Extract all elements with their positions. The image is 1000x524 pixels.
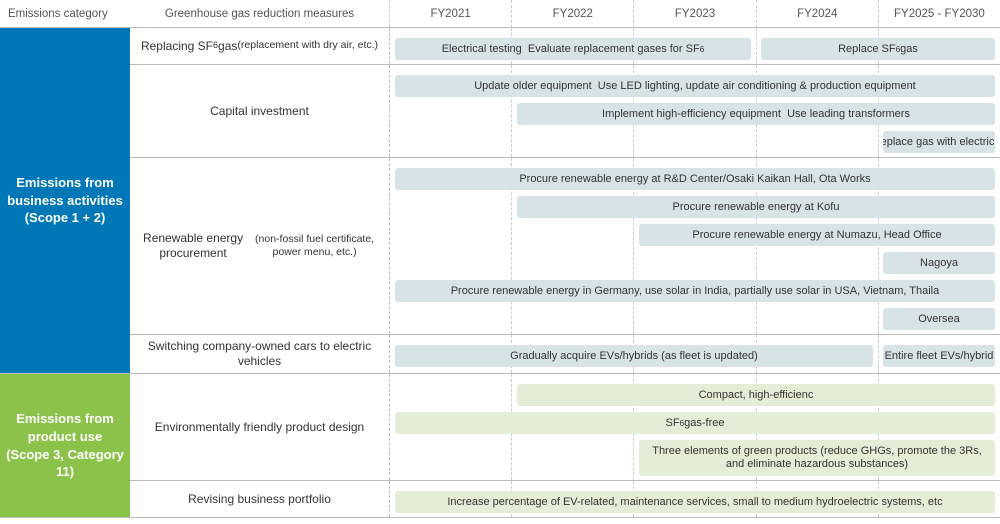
bar-row: Gradually acquire EVs/hybrids (as fleet …	[390, 339, 1000, 367]
measure-row: Environmentally friendly product designC…	[130, 374, 1000, 480]
measure-timeline: Electrical testing Evaluate replacement …	[390, 28, 1000, 64]
header-measures: Greenhouse gas reduction measures	[130, 0, 390, 27]
measure-row: Revising business portfolioIncrease perc…	[130, 480, 1000, 517]
timeline-bar: Procure renewable energy at Kofu	[517, 196, 995, 218]
fy-2022: FY2022	[511, 0, 633, 28]
timeline-bar: Nagoya	[883, 252, 995, 274]
bar-row: Procure renewable energy in Germany, use…	[390, 274, 1000, 302]
measure-row: Switching company-owned cars to electric…	[130, 334, 1000, 373]
header-years: FY2021 FY2022 FY2023 FY2024 FY2025 - FY2…	[390, 0, 1000, 28]
measure-row: Capital investmentUpdate older equipment…	[130, 64, 1000, 157]
timeline-bar: Replace SF6 gas	[761, 38, 995, 60]
scope12-label: Emissions from business activities (Scop…	[0, 28, 130, 373]
measure-timeline: Procure renewable energy at R&D Center/O…	[390, 158, 1000, 334]
scope3-rows: Environmentally friendly product designC…	[130, 374, 1000, 517]
scope12-section: Emissions from business activities (Scop…	[0, 28, 1000, 374]
timeline-bar: Oversea	[883, 308, 995, 330]
measure-row: Replacing SF6 gas(replacement with dry a…	[130, 28, 1000, 64]
measure-label: Renewable energy procurement(non-fossil …	[130, 158, 390, 334]
timeline-bar: Procure renewable energy in Germany, use…	[395, 280, 995, 302]
timeline-bar: Update older equipment Use LED lighting,…	[395, 75, 995, 97]
timeline-bar: Compact, high-efficienc	[517, 384, 995, 406]
header-row: Emissions category Greenhouse gas reduct…	[0, 0, 1000, 28]
bar-row: Electrical testing Evaluate replacement …	[390, 32, 1000, 60]
timeline-bar: Electrical testing Evaluate replacement …	[395, 38, 751, 60]
header-category: Emissions category	[0, 0, 130, 27]
bar-row: Oversea	[390, 302, 1000, 330]
fy-2023: FY2023	[633, 0, 755, 28]
timeline-bar: Entire fleet EVs/hybrid	[883, 345, 995, 367]
scope3-section: Emissions from product use (Scope 3, Cat…	[0, 374, 1000, 518]
measure-label: Replacing SF6 gas(replacement with dry a…	[130, 28, 390, 64]
bar-row: Replace gas with electricity	[390, 125, 1000, 153]
measure-label: Environmentally friendly product design	[130, 374, 390, 480]
timeline-bar: Replace gas with electricity	[883, 131, 995, 153]
measure-timeline: Gradually acquire EVs/hybrids (as fleet …	[390, 335, 1000, 373]
fy-2024: FY2024	[756, 0, 878, 28]
timeline-bar: Increase percentage of EV-related, maint…	[395, 491, 995, 513]
scope3-label: Emissions from product use (Scope 3, Cat…	[0, 374, 130, 517]
emissions-roadmap-table: Emissions category Greenhouse gas reduct…	[0, 0, 1000, 518]
measure-label: Revising business portfolio	[130, 481, 390, 517]
fy-2025-2030: FY2025 - FY2030	[878, 0, 1000, 28]
bar-row: Procure renewable energy at Numazu, Head…	[390, 218, 1000, 246]
measure-timeline: Compact, high-efficienc SF6 gas-free Three…	[390, 374, 1000, 480]
scope12-rows: Replacing SF6 gas(replacement with dry a…	[130, 28, 1000, 373]
timeline-bar: Procure renewable energy at R&D Center/O…	[395, 168, 995, 190]
bar-row: Increase percentage of EV-related, maint…	[390, 485, 1000, 513]
bar-row: SF6 gas-free	[390, 406, 1000, 434]
timeline-bar: Procure renewable energy at Numazu, Head…	[639, 224, 995, 246]
measure-label: Switching company-owned cars to electric…	[130, 335, 390, 373]
timeline-bar: Three elements of green products (reduce…	[639, 440, 995, 476]
bar-row: Procure renewable energy at R&D Center/O…	[390, 162, 1000, 190]
measure-label: Capital investment	[130, 65, 390, 157]
fy-2021: FY2021	[390, 0, 511, 28]
bar-row: Three elements of green products (reduce…	[390, 434, 1000, 476]
measure-timeline: Update older equipment Use LED lighting,…	[390, 65, 1000, 157]
timeline-bar: Implement high-efficiency equipment Use …	[517, 103, 995, 125]
measure-row: Renewable energy procurement(non-fossil …	[130, 157, 1000, 334]
bar-row: Procure renewable energy at Kofu	[390, 190, 1000, 218]
bar-row: Implement high-efficiency equipment Use …	[390, 97, 1000, 125]
bar-row: Update older equipment Use LED lighting,…	[390, 69, 1000, 97]
bar-row: Compact, high-efficienc	[390, 378, 1000, 406]
measure-timeline: Increase percentage of EV-related, maint…	[390, 481, 1000, 517]
timeline-bar: Gradually acquire EVs/hybrids (as fleet …	[395, 345, 873, 367]
timeline-bar: SF6 gas-free	[395, 412, 995, 434]
bar-row: Nagoya	[390, 246, 1000, 274]
